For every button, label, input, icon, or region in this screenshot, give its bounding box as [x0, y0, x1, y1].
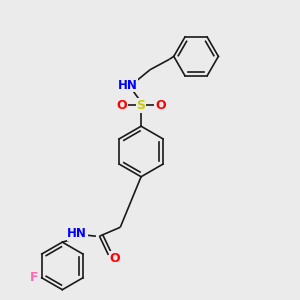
Text: O: O: [110, 252, 120, 265]
Text: F: F: [30, 271, 38, 284]
Text: O: O: [116, 99, 127, 112]
Text: O: O: [155, 99, 166, 112]
Text: S: S: [136, 99, 146, 112]
Text: HN: HN: [118, 79, 138, 92]
Text: HN: HN: [67, 227, 87, 240]
